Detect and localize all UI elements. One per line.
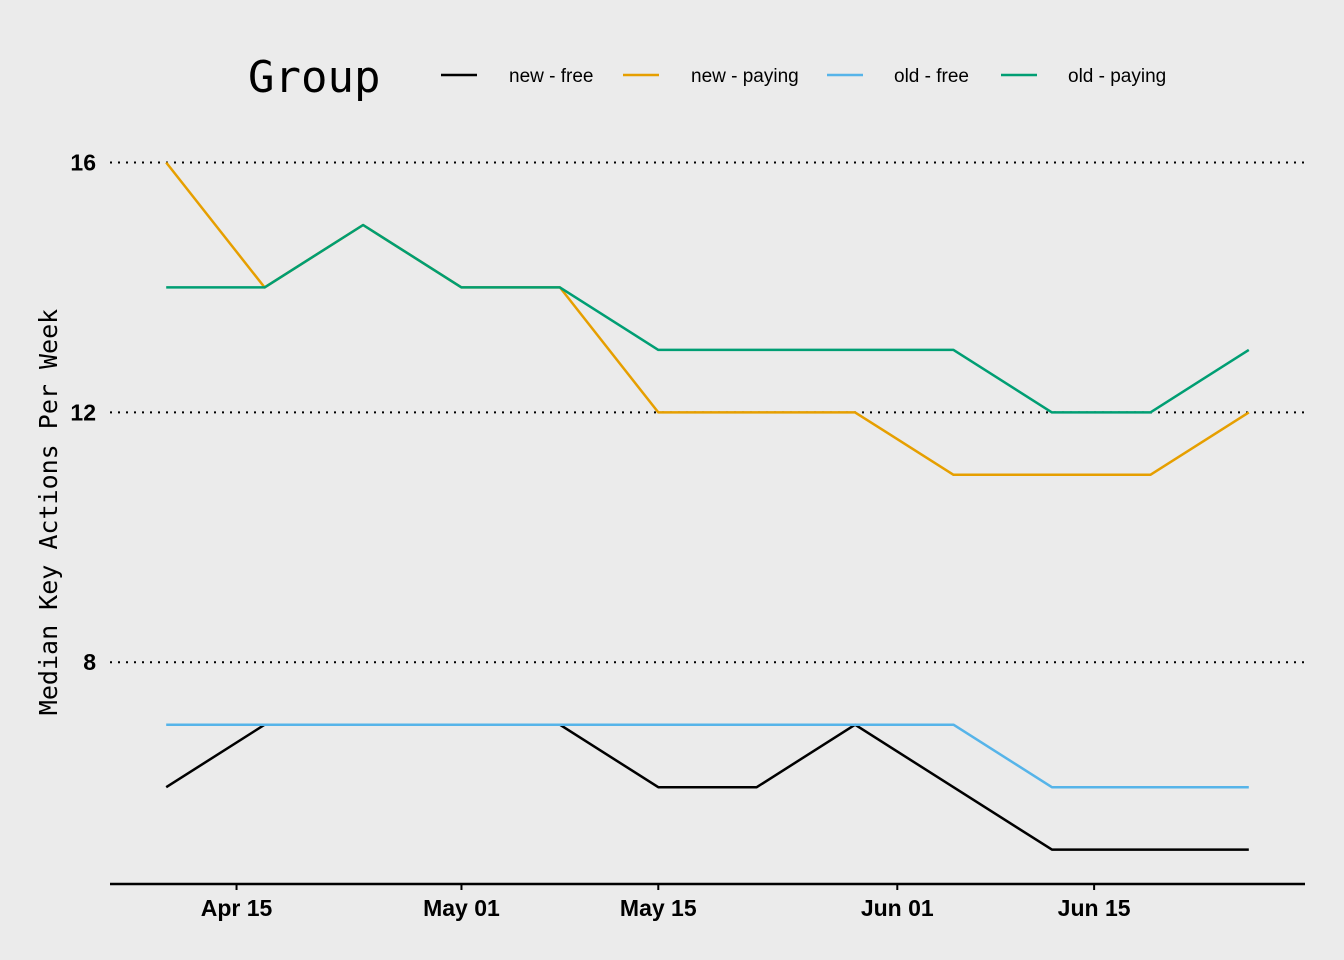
x-tick-label: Jun 01 (861, 895, 934, 921)
series-lines (165, 161, 1250, 851)
y-axis-ticks: 8 12 16 (70, 149, 96, 675)
series-line-new-paying (165, 161, 1250, 477)
legend-label: old - free (894, 66, 969, 87)
legend-title: Group (248, 52, 380, 103)
legend-item-old-free: old - free (827, 66, 969, 87)
x-axis-ticks: Apr 15 May 01 May 15 Jun 01 Jun 15 (201, 884, 1131, 921)
y-axis-title: Median Key Actions Per Week (34, 309, 63, 715)
x-tick-label: May 15 (620, 895, 697, 921)
legend-label: new - paying (691, 66, 799, 87)
y-tick-label: 12 (70, 399, 96, 425)
x-tick-label: May 01 (423, 895, 500, 921)
legend-item-new-paying: new - paying (623, 66, 799, 87)
legend-item-new-free: new - free (441, 66, 593, 87)
x-tick-label: Jun 15 (1058, 895, 1131, 921)
legend-label: old - paying (1068, 66, 1166, 87)
legend-item-old-paying: old - paying (1001, 66, 1166, 87)
y-tick-label: 16 (70, 149, 96, 175)
x-tick-label: Apr 15 (201, 895, 273, 921)
legend-label: new - free (509, 66, 593, 87)
series-line-old-free (166, 723, 1249, 789)
legend: Group new - free new - paying old - free ol… (248, 52, 1166, 103)
y-tick-label: 8 (83, 649, 96, 675)
series-line-old-paying (166, 223, 1250, 414)
